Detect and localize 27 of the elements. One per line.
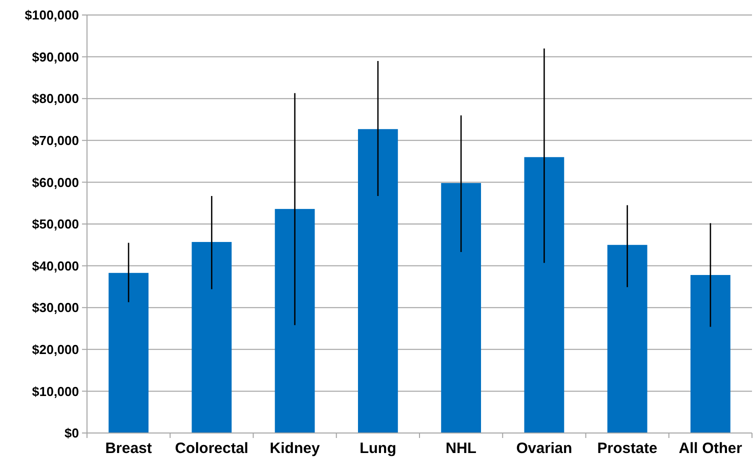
bar <box>358 129 398 433</box>
y-tick-label: $30,000 <box>32 300 79 316</box>
y-tick-label: $40,000 <box>32 258 79 274</box>
bar <box>192 242 232 433</box>
bar <box>441 183 482 433</box>
y-tick-label: $50,000 <box>32 216 79 232</box>
x-tick-label: Ovarian <box>516 440 572 457</box>
bar <box>108 272 149 433</box>
y-tick-label: $100,000 <box>24 8 79 23</box>
x-tick-label: Prostate <box>597 440 658 457</box>
y-tick-label: $80,000 <box>32 91 79 106</box>
y-tick-label: $0 <box>64 426 79 441</box>
bar <box>524 157 564 433</box>
x-tick-label: Colorectal <box>175 440 248 457</box>
x-tick-label: Kidney <box>270 440 320 457</box>
y-tick-label: $70,000 <box>32 132 79 148</box>
x-tick-label: NHL <box>446 440 476 457</box>
bar <box>690 274 730 433</box>
y-tick-label: $10,000 <box>32 384 79 399</box>
bar <box>274 208 315 433</box>
y-tick-label: $20,000 <box>32 342 79 357</box>
x-tick-label: All Other <box>678 440 742 457</box>
x-tick-label: Lung <box>360 440 396 457</box>
y-tick-label: $90,000 <box>32 49 79 64</box>
bar <box>607 244 648 433</box>
x-tick-label: Breast <box>105 440 152 457</box>
y-tick-label: $60,000 <box>32 174 79 190</box>
